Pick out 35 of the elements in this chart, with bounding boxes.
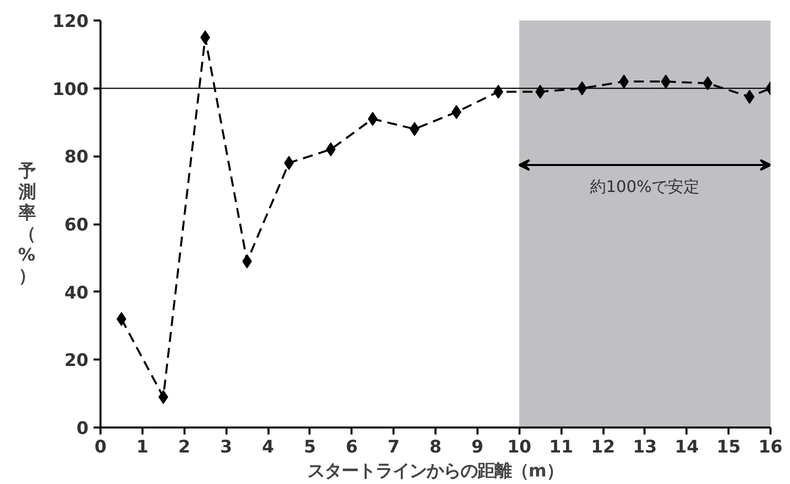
x-tick-label: 12 xyxy=(590,438,616,458)
x-tick-label: 7 xyxy=(388,438,400,458)
y-tick-label: 100 xyxy=(52,80,88,100)
x-tick-label: 16 xyxy=(758,438,783,458)
point xyxy=(326,142,336,156)
band-label: 約100%で安定 xyxy=(590,176,700,196)
y-tick-label: 40 xyxy=(64,283,89,304)
point xyxy=(535,84,546,99)
x-tick-label: 2 xyxy=(178,438,190,458)
point xyxy=(660,74,671,89)
point xyxy=(368,112,378,126)
point xyxy=(200,30,210,44)
y-axis-title: 予測率（%） xyxy=(17,162,36,286)
x-tick-label: 0 xyxy=(94,438,107,458)
y-tick-label: 120 xyxy=(52,12,88,32)
x-tick-label: 5 xyxy=(304,438,316,458)
x-tick-label: 8 xyxy=(429,438,442,458)
y-tick-label: 80 xyxy=(64,148,89,168)
x-tick-label: 13 xyxy=(632,438,657,458)
x-tick-label: 10 xyxy=(507,438,532,458)
x-tick-label: 9 xyxy=(471,438,484,458)
x-tick-label: 1 xyxy=(136,438,148,458)
x-axis-title: スタートラインからの距離（m） xyxy=(307,462,564,482)
y-tick-label: 20 xyxy=(64,351,89,372)
point xyxy=(493,84,504,99)
point xyxy=(158,390,168,404)
x-tick-label: 14 xyxy=(674,438,699,458)
x-tick-label: 15 xyxy=(716,438,741,458)
x-tick-label: 6 xyxy=(346,438,358,458)
y-tick-label: 60 xyxy=(64,216,89,236)
point xyxy=(702,76,713,90)
x-tick-label: 3 xyxy=(220,438,232,458)
x-tick-label: 4 xyxy=(262,438,274,458)
x-tick-label: 11 xyxy=(549,438,574,458)
y-tick-label: 0 xyxy=(76,419,89,439)
